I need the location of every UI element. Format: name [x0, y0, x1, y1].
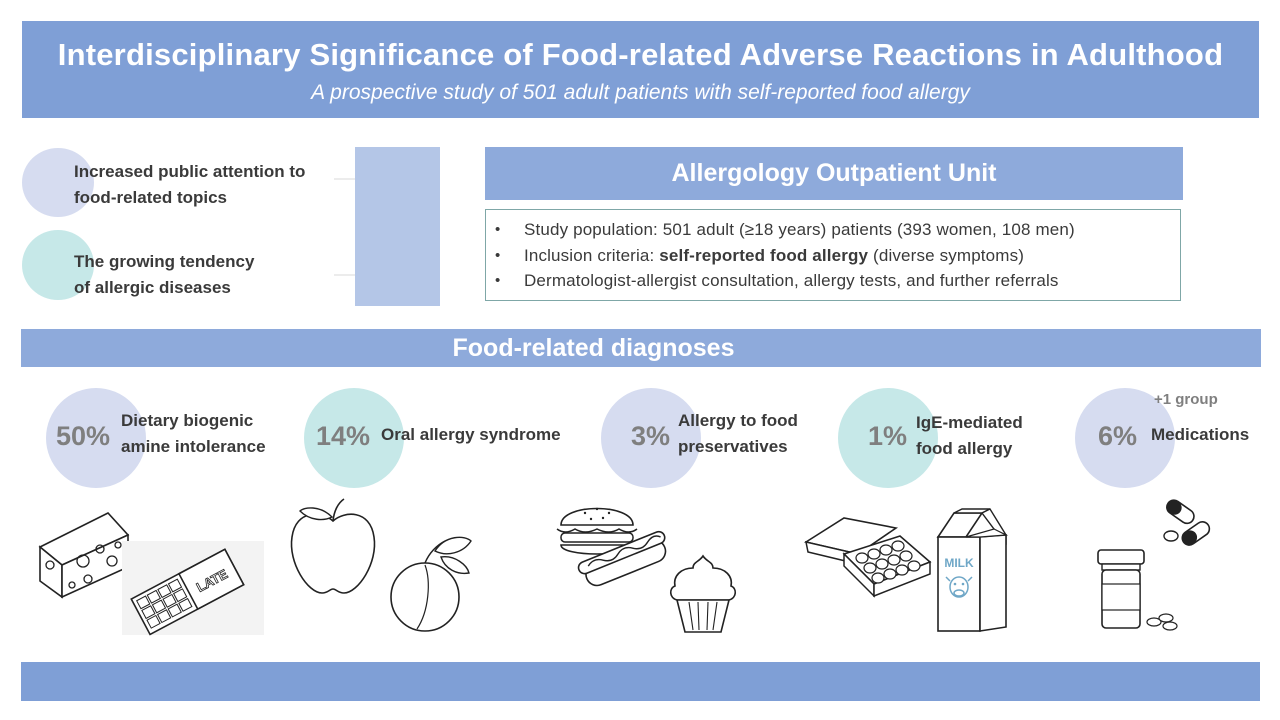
- unit-title: Allergology Outpatient Unit: [485, 147, 1183, 200]
- diagnosis-label: Allergy to food preservatives: [678, 411, 798, 456]
- cheese-icon: [38, 512, 130, 599]
- diagnosis-circle: [1075, 388, 1175, 488]
- diagnosis-percent: 14%: [316, 421, 371, 451]
- connector-bar: [355, 147, 440, 306]
- peach-icon: [390, 536, 472, 632]
- diagnosis-circle: [838, 388, 938, 488]
- egg-carton-icon: [803, 517, 932, 598]
- unit-bullet-list: Study population: 501 adult (≥18 years) …: [486, 210, 1180, 294]
- motivation-circle-1: [22, 148, 94, 217]
- svg-text:MILK: MILK: [944, 556, 974, 570]
- hotdog-icon: [577, 530, 667, 587]
- diagnosis-label: Oral allergy syndrome: [381, 425, 561, 444]
- motivation-circle-2: [22, 230, 94, 300]
- diagnosis-percent: 6%: [1098, 421, 1138, 451]
- pills-icon: [1163, 499, 1211, 546]
- list-item: Dermatologist-allergist consultation, al…: [486, 268, 1180, 294]
- motivation-text-2: The growing tendency of allergic disease…: [74, 252, 255, 297]
- apple-icon: [290, 498, 376, 594]
- cupcake-icon: [669, 554, 737, 633]
- diagnosis-label: Dietary biogenic amine intolerance: [121, 411, 266, 456]
- page-subtitle: A prospective study of 501 adult patient…: [311, 81, 970, 104]
- diagnosis-circle: [304, 388, 404, 488]
- diagnosis-percent: 3%: [631, 421, 671, 451]
- diagnosis-label: Medications: [1151, 425, 1250, 444]
- milk-carton-icon: MILK: [936, 508, 1009, 632]
- diagnoses-heading: Food-related diagnoses: [452, 333, 735, 362]
- chocolate-bar-icon: LATE: [130, 548, 245, 636]
- extra-group-note: +1 group: [1154, 391, 1218, 408]
- list-item: Inclusion criteria: self-reported food a…: [486, 243, 1180, 269]
- diagnosis-percent: 1%: [868, 421, 908, 451]
- diagnosis-percent: 50%: [56, 421, 111, 451]
- motivation-text-1: Increased public attention to food-relat…: [74, 162, 306, 207]
- title-banner: Interdisciplinary Significance of Food-r…: [22, 21, 1259, 118]
- diagnosis-label: IgE-mediated food allergy: [916, 413, 1023, 458]
- diagnosis-circle: [601, 388, 701, 488]
- diagnoses-heading-bar: Food-related diagnoses: [21, 329, 1261, 367]
- footer-bar: [21, 662, 1260, 701]
- diagnosis-circle: [46, 388, 146, 488]
- list-item: Study population: 501 adult (≥18 years) …: [486, 217, 1180, 243]
- page-title: Interdisciplinary Significance of Food-r…: [57, 37, 1224, 72]
- unit-details-box: Study population: 501 adult (≥18 years) …: [485, 209, 1181, 301]
- pill-bottle-icon: [1097, 549, 1178, 631]
